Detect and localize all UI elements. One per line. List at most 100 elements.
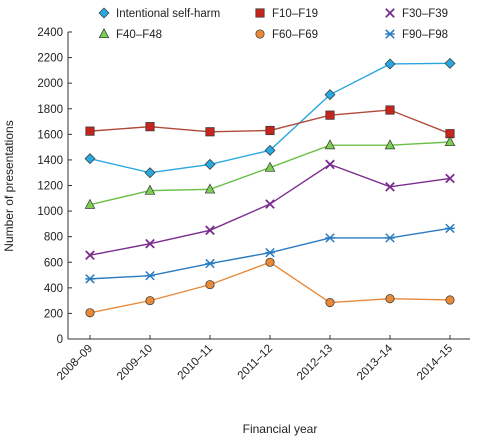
x-tick-label: 2014–15 (415, 343, 455, 383)
y-tick-label: 600 (44, 257, 63, 269)
data-point-f40-f48 (324, 139, 336, 150)
data-point-intentional-self-harm (384, 58, 396, 70)
legend-marker-intentional-self-harm (98, 7, 110, 19)
y-tick-label: 1000 (37, 206, 63, 218)
data-point-f30-f39 (325, 159, 335, 170)
legend-marker-f10-f19 (255, 8, 265, 18)
x-marker-stroke (445, 173, 455, 184)
data-point-f60-f69 (385, 294, 395, 304)
series-intentional-self-harm (84, 57, 456, 179)
x-marker-stroke (205, 225, 215, 236)
series-f40-f48 (84, 136, 456, 209)
data-point-f60-f69 (85, 308, 95, 318)
data-point-f10-f19 (205, 127, 215, 137)
legend-marker-f40-f48 (98, 28, 110, 39)
y-tick-label: 2200 (37, 53, 63, 65)
y-tick-label: 200 (44, 308, 63, 320)
data-point-f40-f48 (84, 198, 96, 209)
data-point-f10-f19 (145, 122, 155, 132)
legend-item-intentional-self-harm: Intentional self-harm (98, 7, 220, 20)
data-point-f40-f48 (444, 136, 456, 147)
data-point-intentional-self-harm (204, 158, 216, 170)
legend-marker-f90-f98 (385, 29, 395, 39)
y-tick-label: 2000 (37, 78, 63, 90)
legend-label-f40-f48: F40–F48 (116, 29, 162, 41)
x-marker-stroke (385, 181, 395, 192)
x-marker-stroke (85, 250, 95, 261)
series-line-f60-f69 (89, 261, 451, 314)
data-point-f10-f19 (325, 110, 335, 120)
series-f10-f19 (85, 105, 455, 139)
y-tick-label: 1800 (37, 104, 63, 116)
data-point-f30-f39 (445, 173, 455, 184)
x-tick-label: 2011–12 (236, 343, 276, 383)
legend-label-f90-f98: F90–F98 (402, 29, 448, 41)
y-tick-label: 0 (57, 334, 63, 346)
data-point-intentional-self-harm (324, 89, 336, 101)
data-point-f90-f98 (205, 258, 215, 269)
data-point-intentional-self-harm (144, 167, 156, 179)
y-tick-label: 1600 (37, 129, 63, 141)
data-point-f40-f48 (144, 184, 156, 195)
axes: 0 200 400 600 800 1000 1200 1400 1600 1800 2000 220… (37, 27, 470, 383)
y-tick-label: 1200 (37, 181, 63, 193)
x-tick-label: 2009–10 (115, 343, 155, 383)
x-axis-title: Financial year (243, 422, 318, 436)
data-point-f40-f48 (264, 161, 276, 172)
legend-marker-f60-f69 (255, 29, 265, 39)
data-point-f60-f69 (205, 280, 215, 290)
data-point-f30-f39 (85, 250, 95, 261)
x-tick-label: 2010–11 (176, 343, 216, 383)
data-point-f60-f69 (325, 297, 335, 308)
data-point-f90-f98 (325, 233, 335, 243)
data-point-f30-f39 (265, 199, 275, 209)
y-tick-label: 1400 (37, 155, 63, 167)
data-point-f90-f98 (445, 223, 455, 234)
legend-item-f10-f19: F10–F19 (255, 8, 318, 20)
series-line-intentional-self-harm (89, 62, 451, 174)
series-line-f30-f39 (89, 163, 451, 256)
y-tick-label: 2400 (37, 27, 63, 39)
data-point-f90-f98 (265, 247, 275, 258)
data-point-f30-f39 (385, 181, 395, 192)
series-f60-f69 (85, 257, 455, 318)
legend-item-f90-f98: F90–F98 (385, 29, 448, 41)
data-point-f90-f98 (85, 274, 95, 284)
data-point-intentional-self-harm (264, 144, 276, 156)
data-point-f60-f69 (265, 257, 275, 267)
data-point-f10-f19 (385, 105, 395, 115)
series-f30-f39 (85, 159, 455, 261)
data-point-f10-f19 (265, 125, 275, 136)
legend: Intentional self-harm F10–F19 F30–F39 F40–F… (98, 7, 448, 41)
data-point-f10-f19 (85, 126, 95, 136)
legend-item-f40-f48: F40–F48 (98, 28, 162, 41)
data-point-f60-f69 (445, 295, 455, 305)
x-marker-stroke (325, 159, 335, 170)
data-point-intentional-self-harm (444, 57, 456, 69)
legend-item-f60-f69: F60–F69 (255, 29, 318, 41)
data-point-f90-f98 (145, 270, 155, 281)
data-point-f90-f98 (385, 233, 395, 243)
legend-label-f10-f19: F10–F19 (272, 8, 318, 20)
y-axis-title: Number of presentations (2, 120, 16, 251)
data-point-intentional-self-harm (84, 153, 96, 165)
legend-item-f30-f39: F30–F39 (385, 8, 448, 20)
x-tick-label: 2013–14 (355, 342, 396, 383)
x-tick-label: 2008–09 (55, 343, 95, 383)
legend-label-intentional-self-harm: Intentional self-harm (116, 8, 220, 20)
legend-label-f60-f69: F60–F69 (272, 29, 318, 41)
data-point-f30-f39 (145, 238, 155, 249)
data-point-f30-f39 (205, 225, 215, 236)
y-tick-label: 400 (44, 283, 63, 295)
data-point-f40-f48 (204, 183, 216, 194)
x-marker-stroke (385, 8, 395, 18)
x-marker-stroke (265, 199, 275, 209)
data-point-f60-f69 (145, 296, 155, 306)
legend-marker-f30-f39 (385, 8, 395, 18)
legend-label-f30-f39: F30–F39 (402, 8, 448, 20)
y-tick-label: 800 (44, 232, 63, 244)
x-tick-label: 2012–13 (295, 343, 335, 383)
x-marker-stroke (145, 238, 155, 249)
series-layer (84, 57, 456, 318)
